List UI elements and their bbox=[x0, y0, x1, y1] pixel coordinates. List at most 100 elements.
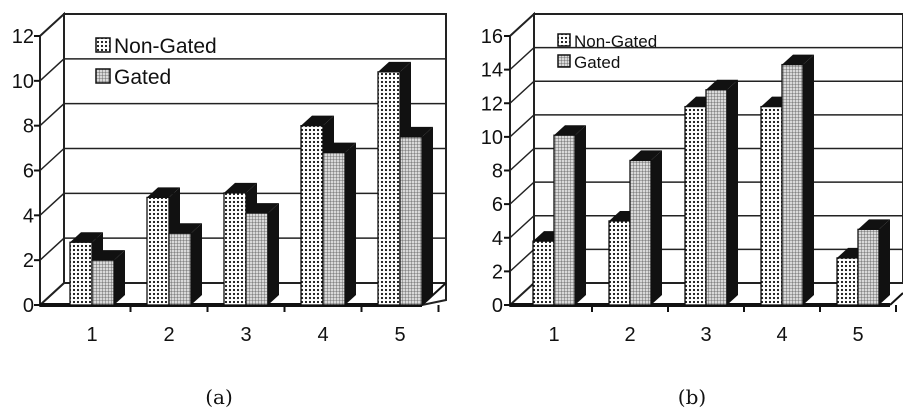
bar-front-b-1-0 bbox=[553, 134, 576, 306]
gridline-side-b-4 bbox=[509, 147, 535, 172]
bar-a-gated-4 bbox=[322, 142, 356, 306]
x-tick-label-a-2: 2 bbox=[163, 324, 174, 346]
bar-b-gated-4 bbox=[781, 54, 814, 306]
x-tick-label-b-4: 4 bbox=[776, 324, 787, 346]
y-tick-label-b-4: 8 bbox=[492, 161, 503, 183]
caption-a: (a) bbox=[205, 385, 233, 409]
bar-side-a-1-3 bbox=[345, 142, 356, 305]
legend-swatch-non-gated-a bbox=[95, 37, 111, 53]
y-ticks-b: 0 2 4 6 8 10 12 14 16 bbox=[481, 26, 510, 317]
bar-top-a-1-1 bbox=[169, 223, 202, 234]
bar-front-a-1-3 bbox=[322, 151, 346, 306]
bar-front-b-0-0 bbox=[532, 240, 555, 306]
y-tick-label-a-1: 2 bbox=[23, 250, 34, 272]
bar-front-a-0-1 bbox=[146, 196, 170, 306]
y-tick-label-b-1: 2 bbox=[492, 261, 503, 283]
bar-side-a-1-1 bbox=[191, 223, 202, 305]
gridline-side-b-7 bbox=[509, 47, 535, 71]
y-tick-label-b-8: 16 bbox=[481, 26, 503, 48]
bar-top-a-0-0 bbox=[70, 232, 103, 243]
gridline-side-b-8 bbox=[509, 13, 535, 37]
legend-label-gated-a: Gated bbox=[114, 66, 171, 89]
y-ticks-a: 0 2 4 6 8 10 12 bbox=[12, 26, 40, 317]
gridline-side-a-1 bbox=[39, 237, 65, 261]
y-tick-label-a-4: 8 bbox=[23, 116, 34, 138]
x-tick-label-b-3: 3 bbox=[700, 324, 711, 346]
y-tick-label-b-0: 0 bbox=[492, 295, 503, 317]
y-tick-label-b-2: 4 bbox=[492, 228, 503, 250]
x-tick-label-a-5: 5 bbox=[394, 324, 405, 346]
gridline-side-b-5 bbox=[509, 114, 535, 138]
bar-side-b-1-2 bbox=[727, 79, 738, 305]
y-tick-label-b-5: 10 bbox=[481, 127, 503, 149]
x-ticks-a: 1 2 3 4 5 bbox=[86, 305, 440, 346]
y-tick-label-a-3: 6 bbox=[23, 161, 34, 183]
gridline-side-a-3 bbox=[39, 147, 65, 172]
bar-top-a-1-2 bbox=[246, 203, 279, 214]
bar-front-b-0-4 bbox=[836, 257, 859, 306]
gridline-side-a-4 bbox=[39, 103, 65, 127]
bar-top-a-1-0 bbox=[92, 250, 125, 261]
x-tick-label-a-3: 3 bbox=[240, 324, 251, 346]
y-tick-label-a-5: 10 bbox=[12, 71, 34, 93]
bar-top-b-1-0 bbox=[554, 125, 586, 136]
y-tick-label-a-0: 0 bbox=[23, 295, 34, 317]
bar-front-a-0-3 bbox=[300, 125, 324, 306]
bar-side-b-1-4 bbox=[879, 219, 890, 305]
legend-a: Non-Gated Gated bbox=[95, 35, 217, 89]
x-tick-label-b-2: 2 bbox=[624, 324, 635, 346]
bar-front-a-1-0 bbox=[91, 259, 115, 306]
bar-front-b-0-1 bbox=[608, 220, 631, 306]
y-tick-label-b-6: 12 bbox=[481, 93, 503, 115]
bar-side-a-1-4 bbox=[422, 126, 433, 305]
y-tick-label-a-6: 12 bbox=[12, 26, 34, 48]
x-tick-label-b-5: 5 bbox=[852, 324, 863, 346]
bar-b-gated-2 bbox=[629, 150, 662, 306]
floor-side-b bbox=[889, 292, 903, 306]
legend-b: Non-Gated Gated bbox=[557, 32, 657, 72]
y-tick-label-b-7: 14 bbox=[481, 60, 503, 82]
bar-top-a-0-1 bbox=[147, 187, 180, 198]
gridline-side-b-1 bbox=[509, 248, 535, 272]
bars-b bbox=[532, 54, 890, 306]
bar-front-b-1-3 bbox=[781, 63, 804, 306]
bar-front-a-1-2 bbox=[245, 212, 269, 306]
bar-top-b-1-4 bbox=[858, 219, 890, 230]
legend-label-non-gated-a: Non-Gated bbox=[114, 35, 217, 58]
bar-side-b-1-0 bbox=[575, 125, 586, 305]
bar-top-a-0-3 bbox=[301, 115, 334, 126]
bar-side-b-1-3 bbox=[803, 54, 814, 305]
bar-a-gated-3 bbox=[245, 203, 279, 306]
legend-swatch-non-gated-b bbox=[557, 33, 571, 47]
gridline-side-a-2 bbox=[39, 192, 65, 216]
legend-label-gated-b: Gated bbox=[574, 53, 620, 72]
bar-front-b-1-2 bbox=[705, 89, 728, 306]
bar-front-a-1-1 bbox=[168, 232, 192, 306]
bar-front-a-0-0 bbox=[69, 241, 93, 306]
caption-b: (b) bbox=[678, 385, 706, 409]
y-tick-label-a-2: 4 bbox=[23, 205, 34, 227]
bar-side-a-1-2 bbox=[268, 203, 279, 305]
bar-a-gated-2 bbox=[168, 223, 202, 306]
x-tick-label-a-1: 1 bbox=[86, 324, 97, 346]
bar-b-gated-3 bbox=[705, 79, 738, 306]
legend-swatch-gated-a bbox=[95, 68, 111, 84]
gridline-side-b-3 bbox=[509, 181, 535, 205]
gridline-side-a-5 bbox=[39, 58, 65, 82]
y-tick-label-b-3: 6 bbox=[492, 194, 503, 216]
x-tick-label-b-1: 1 bbox=[548, 324, 559, 346]
bar-front-a-1-4 bbox=[399, 136, 423, 306]
x-tick-label-a-4: 4 bbox=[317, 324, 328, 346]
bar-top-a-0-4 bbox=[378, 61, 411, 72]
x-ticks-b: 1 2 3 4 5 bbox=[548, 305, 897, 346]
bar-front-a-0-2 bbox=[223, 192, 247, 306]
bar-top-a-1-3 bbox=[323, 142, 356, 153]
gridline-side-b-2 bbox=[509, 215, 535, 239]
bar-side-a-1-0 bbox=[114, 250, 125, 305]
legend-swatch-gated-b bbox=[557, 54, 571, 68]
gridline-side-b-6 bbox=[509, 80, 535, 104]
bar-front-a-0-4 bbox=[377, 71, 401, 306]
